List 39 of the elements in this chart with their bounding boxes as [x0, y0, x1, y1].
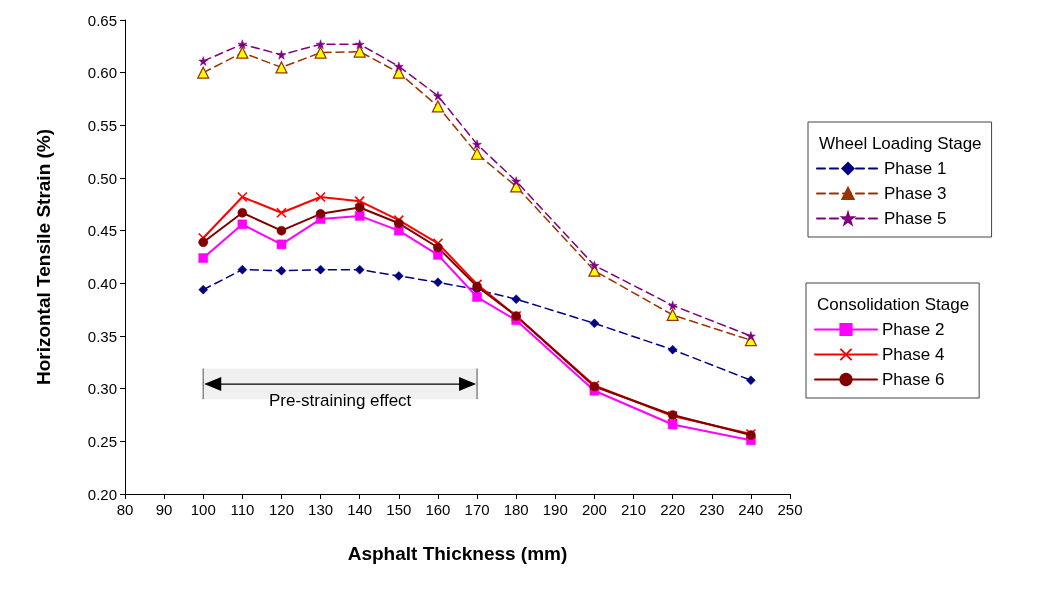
x-tick-label: 190 — [542, 501, 568, 518]
x-axis-title: Asphalt Thickness (mm) — [347, 543, 568, 564]
x-tick-label: 180 — [503, 501, 529, 518]
y-axis-title: Horizontal Tensile Strain (%) — [33, 128, 54, 386]
y-tick-label: 0.30 — [87, 380, 117, 398]
x-tick-label: 100 — [190, 501, 216, 518]
x-tick-label: 120 — [268, 501, 294, 518]
x-tick-label: 80 — [116, 501, 134, 518]
text: Wheel Loading Stage — [819, 134, 982, 153]
x-tick-label: 90 — [155, 501, 173, 518]
y-tick-label: 0.40 — [87, 274, 117, 292]
x-tick-label: 170 — [464, 501, 490, 518]
text: Consolidation Stage — [817, 295, 970, 314]
x-tick-label: 230 — [699, 501, 725, 518]
y-tick-label: 0.65 — [87, 11, 117, 29]
legend-label: Phase 2 — [882, 320, 945, 339]
x-tick-label: 200 — [581, 501, 607, 518]
x-tick-label: 130 — [308, 501, 334, 518]
x-tick-label: 210 — [621, 501, 647, 518]
y-tick-label: 0.60 — [87, 64, 117, 82]
legend-label: Phase 4 — [882, 345, 945, 364]
x-tick-label: 140 — [347, 501, 373, 518]
x-tick-label: 150 — [386, 501, 412, 518]
x-tick-label: 110 — [230, 501, 255, 518]
x-tick-label: 250 — [777, 501, 803, 518]
x-tick-label: 160 — [425, 501, 451, 518]
x-tick-label: 220 — [660, 501, 686, 518]
y-tick-label: 0.25 — [87, 432, 117, 450]
y-tick-label: 0.55 — [87, 116, 117, 134]
y-tick-label: 0.50 — [87, 169, 117, 187]
legend-label: Phase 1 — [884, 159, 947, 178]
legend-label: Phase 6 — [882, 370, 945, 389]
band-label: Pre-straining effect — [268, 391, 412, 411]
x-tick-label: 240 — [738, 501, 764, 518]
y-tick-label: 0.35 — [87, 327, 117, 345]
y-tick-label: 0.20 — [87, 485, 117, 503]
legend-label: Phase 5 — [884, 209, 947, 228]
y-tick-label: 0.45 — [87, 222, 117, 240]
legend-label: Phase 3 — [884, 184, 947, 203]
